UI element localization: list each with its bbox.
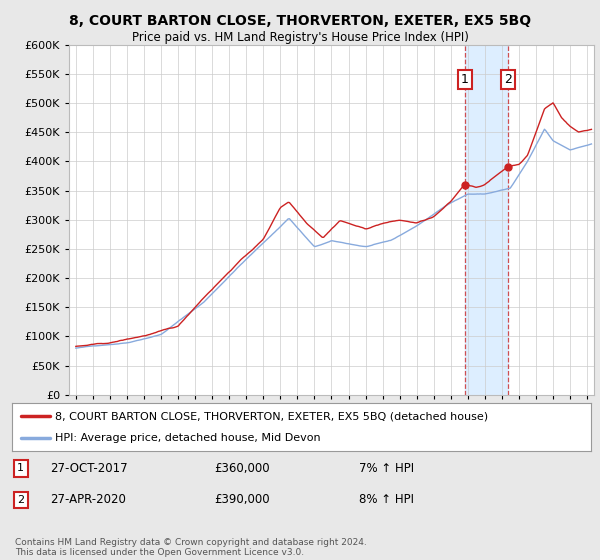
- Text: 27-APR-2020: 27-APR-2020: [50, 493, 125, 506]
- Text: HPI: Average price, detached house, Mid Devon: HPI: Average price, detached house, Mid …: [55, 433, 321, 443]
- Text: 27-OCT-2017: 27-OCT-2017: [50, 462, 127, 475]
- Text: 1: 1: [17, 464, 24, 473]
- Text: 8, COURT BARTON CLOSE, THORVERTON, EXETER, EX5 5BQ (detached house): 8, COURT BARTON CLOSE, THORVERTON, EXETE…: [55, 411, 488, 421]
- Text: £390,000: £390,000: [215, 493, 270, 506]
- Text: 8, COURT BARTON CLOSE, THORVERTON, EXETER, EX5 5BQ: 8, COURT BARTON CLOSE, THORVERTON, EXETE…: [69, 14, 531, 28]
- Text: Price paid vs. HM Land Registry's House Price Index (HPI): Price paid vs. HM Land Registry's House …: [131, 31, 469, 44]
- Text: 8% ↑ HPI: 8% ↑ HPI: [359, 493, 415, 506]
- Text: 7% ↑ HPI: 7% ↑ HPI: [359, 462, 415, 475]
- Text: £360,000: £360,000: [215, 462, 270, 475]
- Text: 2: 2: [17, 495, 24, 505]
- Text: 2: 2: [503, 73, 512, 86]
- Text: Contains HM Land Registry data © Crown copyright and database right 2024.
This d: Contains HM Land Registry data © Crown c…: [15, 538, 367, 557]
- Bar: [465, 45, 508, 395]
- Text: 1: 1: [461, 73, 469, 86]
